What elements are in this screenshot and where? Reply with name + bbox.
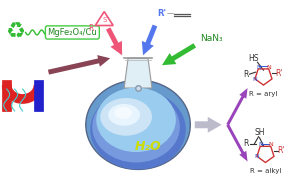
Ellipse shape <box>96 88 176 152</box>
Text: N: N <box>268 142 273 147</box>
Text: —: — <box>167 11 174 17</box>
Text: R': R' <box>157 9 166 18</box>
Text: R: R <box>89 24 94 33</box>
Text: S: S <box>102 17 106 22</box>
Text: R = aryl: R = aryl <box>249 91 278 97</box>
Ellipse shape <box>90 90 186 170</box>
Polygon shape <box>226 88 248 125</box>
Text: R: R <box>243 139 248 148</box>
Ellipse shape <box>114 107 132 119</box>
Polygon shape <box>226 124 248 162</box>
Text: N: N <box>256 65 261 70</box>
Polygon shape <box>48 55 110 75</box>
Polygon shape <box>195 117 222 133</box>
Polygon shape <box>106 27 122 55</box>
Ellipse shape <box>100 98 152 136</box>
Polygon shape <box>124 58 152 88</box>
Ellipse shape <box>92 91 180 163</box>
Text: N: N <box>266 65 271 70</box>
Text: R': R' <box>276 69 283 78</box>
Text: HS: HS <box>248 54 259 63</box>
Text: N: N <box>252 77 257 82</box>
Ellipse shape <box>108 104 140 126</box>
Text: ♻: ♻ <box>6 22 26 43</box>
Polygon shape <box>142 25 157 55</box>
Polygon shape <box>162 43 196 65</box>
Text: H₂O: H₂O <box>135 140 161 153</box>
Text: R = alkyl: R = alkyl <box>250 168 281 174</box>
Text: N: N <box>258 142 263 147</box>
Text: N: N <box>254 154 259 159</box>
Text: R: R <box>243 70 248 79</box>
Text: NaN₃: NaN₃ <box>200 34 222 43</box>
Ellipse shape <box>86 80 190 170</box>
Text: R': R' <box>278 146 285 155</box>
Text: SH: SH <box>254 128 265 137</box>
Text: MgFe₂O₄/Cu: MgFe₂O₄/Cu <box>48 28 97 37</box>
